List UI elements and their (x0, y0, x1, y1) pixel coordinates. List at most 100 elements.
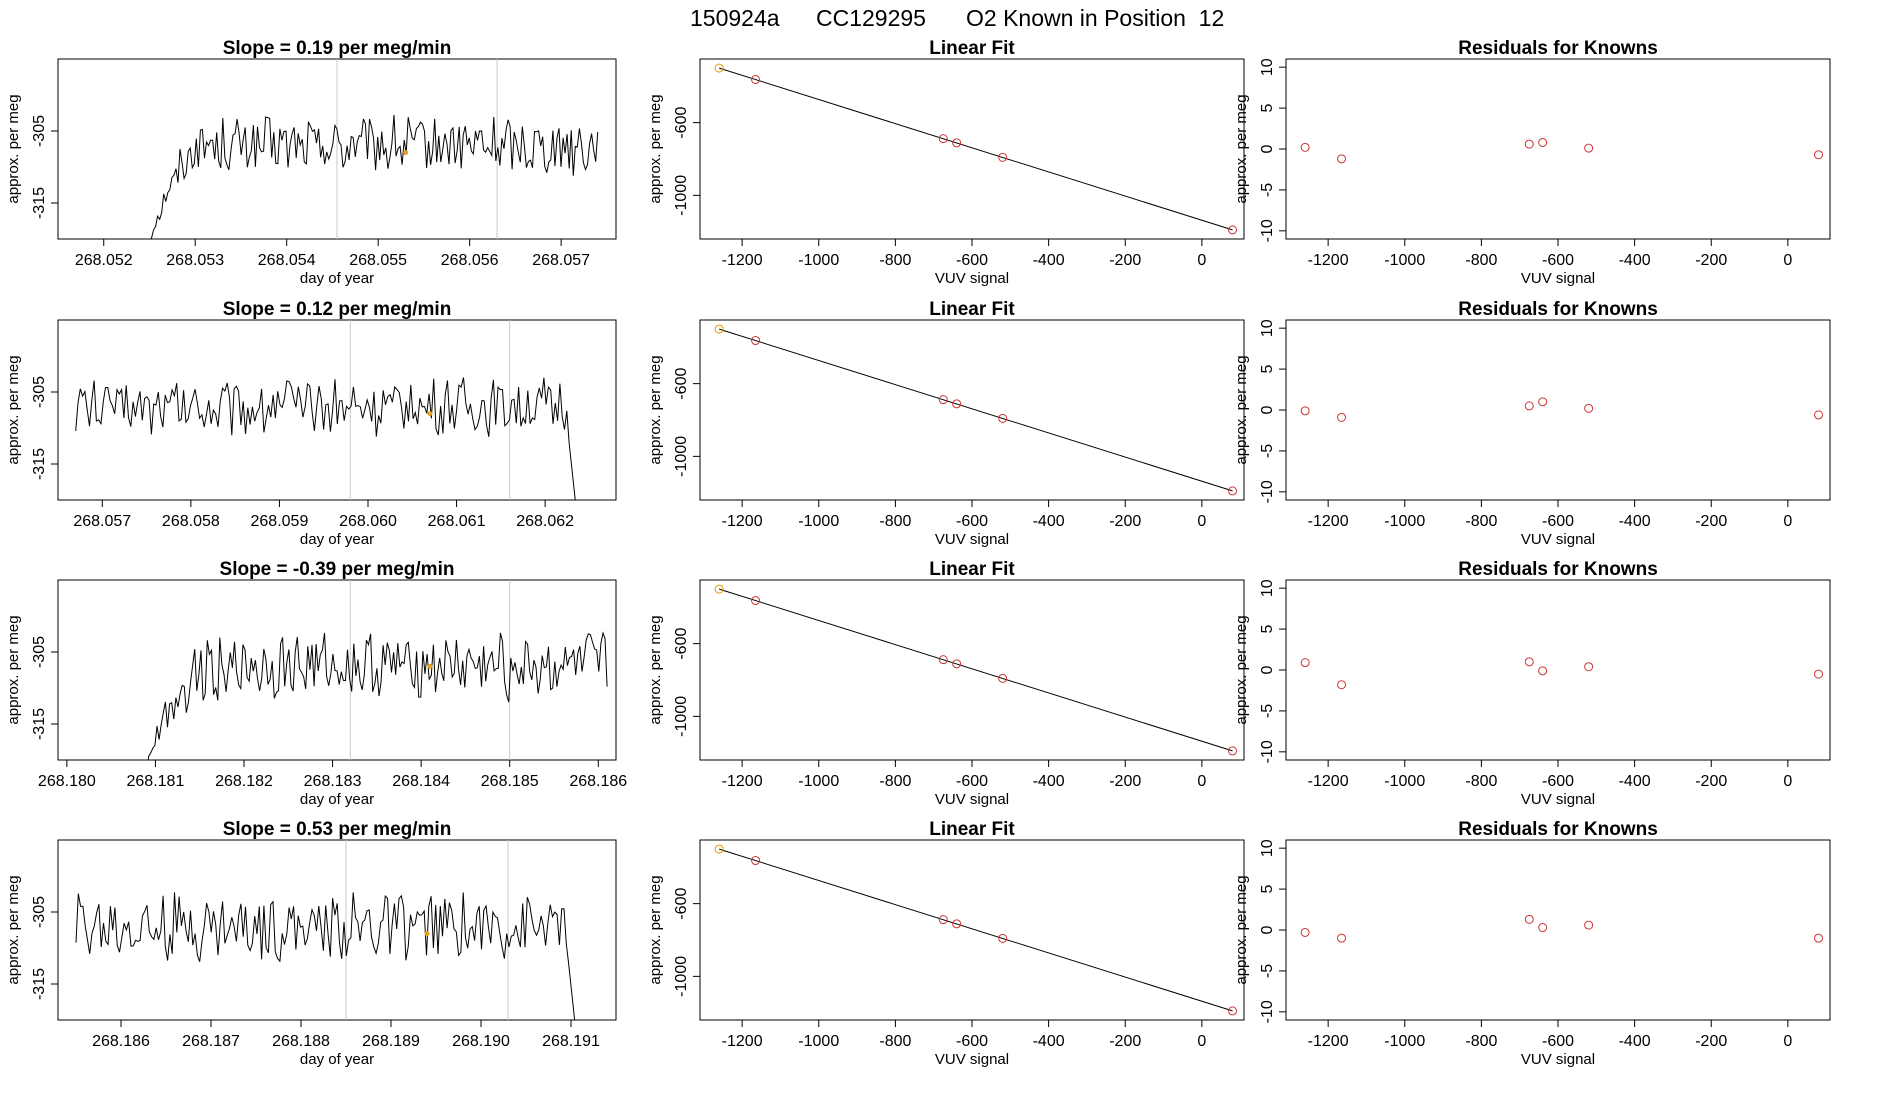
chart-title: Residuals for Knowns (1458, 38, 1658, 59)
plot-area (714, 584, 1238, 756)
x-tick-label: -200 (1695, 252, 1727, 269)
plot-frame (1285, 839, 1831, 1021)
fit-point (938, 395, 948, 405)
x-tick-label: 268.061 (428, 513, 486, 530)
run-id: 150924a (690, 5, 780, 31)
x-tick-label: 268.190 (452, 1033, 510, 1050)
x-axis-label: VUV signal (1521, 791, 1595, 808)
x-tick-label: -800 (879, 513, 911, 530)
fit-point (998, 673, 1008, 683)
x-axis-label: day of year (300, 270, 374, 287)
fit-point (714, 63, 724, 73)
y-tick-label: 0 (1259, 144, 1276, 153)
residual-point (1337, 680, 1347, 690)
panel-line-r2c0: Slope = -0.39 per meg/min 268.180 268.181 2… (5, 559, 627, 808)
plot-frame (1285, 58, 1831, 240)
y-tick-label: -5 (1259, 704, 1276, 718)
x-axis-label: VUV signal (935, 1051, 1009, 1068)
cylinder-id: CC129295 (816, 5, 926, 31)
x-tick-label: -1000 (1384, 252, 1425, 269)
x-tick-label: -1200 (722, 513, 763, 530)
fit-point (1228, 1006, 1238, 1016)
y-axis-label: approx. per meg (5, 94, 22, 203)
fit-point (952, 399, 962, 409)
plot-area (714, 324, 1238, 496)
residual-point (1584, 920, 1594, 930)
fit-point (938, 915, 948, 925)
fit-point (714, 324, 724, 334)
residual-point (1300, 406, 1310, 416)
y-tick-label: 5 (1259, 104, 1276, 113)
plot-frame (57, 579, 617, 761)
y-axis-label: approx. per meg (1233, 355, 1250, 464)
residual-point (1337, 154, 1347, 164)
position-label: O2 Known in Position 12 (966, 5, 1224, 31)
x-tick-label: 0 (1197, 252, 1206, 269)
y-tick-label: -305 (31, 115, 48, 147)
x-tick-label: -800 (1465, 773, 1497, 790)
x-tick-label: -1000 (1384, 513, 1425, 530)
panel-scatter-r1c1: Linear Fit -1200 -1000 -800 -600 -400 -200 0 VUV… (647, 299, 1245, 548)
residual-point (1814, 150, 1824, 160)
mean-marker (403, 150, 409, 156)
fit-point (998, 933, 1008, 943)
x-tick-label: 268.056 (441, 252, 499, 269)
plot-area (714, 844, 1238, 1016)
x-tick-label: 268.191 (542, 1033, 600, 1050)
x-tick-label: 0 (1197, 513, 1206, 530)
x-tick-label: -600 (956, 252, 988, 269)
plot-frame (699, 58, 1245, 240)
x-tick-label: -200 (1109, 252, 1141, 269)
y-tick-label: -10 (1259, 740, 1276, 763)
residual-point (1300, 142, 1310, 152)
x-tick-label: 268.182 (215, 773, 273, 790)
fit-point (952, 659, 962, 669)
y-axis-label: approx. per meg (5, 355, 22, 464)
x-tick-label: 268.058 (162, 513, 220, 530)
fit-point (1228, 486, 1238, 496)
chart-title: Linear Fit (929, 38, 1015, 59)
x-tick-label: 268.060 (339, 513, 397, 530)
residual-point (1584, 662, 1594, 672)
y-tick-label: 10 (1259, 839, 1276, 857)
x-tick-label: -400 (1033, 252, 1065, 269)
y-tick-label: -1000 (673, 956, 690, 997)
fit-point (751, 596, 761, 606)
y-axis-label: approx. per meg (5, 875, 22, 984)
plot-area (1300, 914, 1824, 943)
plot-area (1300, 657, 1824, 690)
residual-point (1814, 410, 1824, 420)
x-tick-label: -1200 (1308, 773, 1349, 790)
panel-line-r0c0: Slope = 0.19 per meg/min 268.052 268.053 26… (5, 38, 617, 287)
x-tick-label: -600 (1542, 773, 1574, 790)
panel-line-r3c0: Slope = 0.53 per meg/min 268.186 268.187 26… (5, 819, 617, 1068)
chart-title: Residuals for Knowns (1458, 299, 1658, 320)
series-trace (75, 892, 576, 1020)
y-tick-label: 5 (1259, 625, 1276, 634)
fit-point (1228, 746, 1238, 756)
series-trace (150, 114, 599, 239)
x-tick-label: -400 (1619, 773, 1651, 790)
chart-title: Residuals for Knowns (1458, 559, 1658, 580)
y-tick-label: 10 (1259, 58, 1276, 76)
y-tick-label: 5 (1259, 885, 1276, 894)
x-tick-label: -600 (956, 1033, 988, 1050)
y-tick-label: -315 (31, 187, 48, 219)
mean-marker (427, 663, 433, 669)
x-axis-label: day of year (300, 531, 374, 548)
y-tick-label: -5 (1259, 444, 1276, 458)
x-tick-label: -400 (1033, 773, 1065, 790)
y-axis-label: approx. per meg (1233, 94, 1250, 203)
y-axis-label: approx. per meg (1233, 615, 1250, 724)
chart-title: Slope = 0.12 per meg/min (223, 299, 452, 320)
x-tick-label: 268.185 (481, 773, 539, 790)
x-tick-label: 268.186 (92, 1033, 150, 1050)
x-axis-label: day of year (300, 1051, 374, 1068)
plot-frame (57, 319, 617, 501)
residual-point (1814, 669, 1824, 679)
fit-point (751, 336, 761, 346)
x-tick-label: -200 (1109, 1033, 1141, 1050)
plot-area (1300, 137, 1824, 164)
y-tick-label: 0 (1259, 405, 1276, 414)
